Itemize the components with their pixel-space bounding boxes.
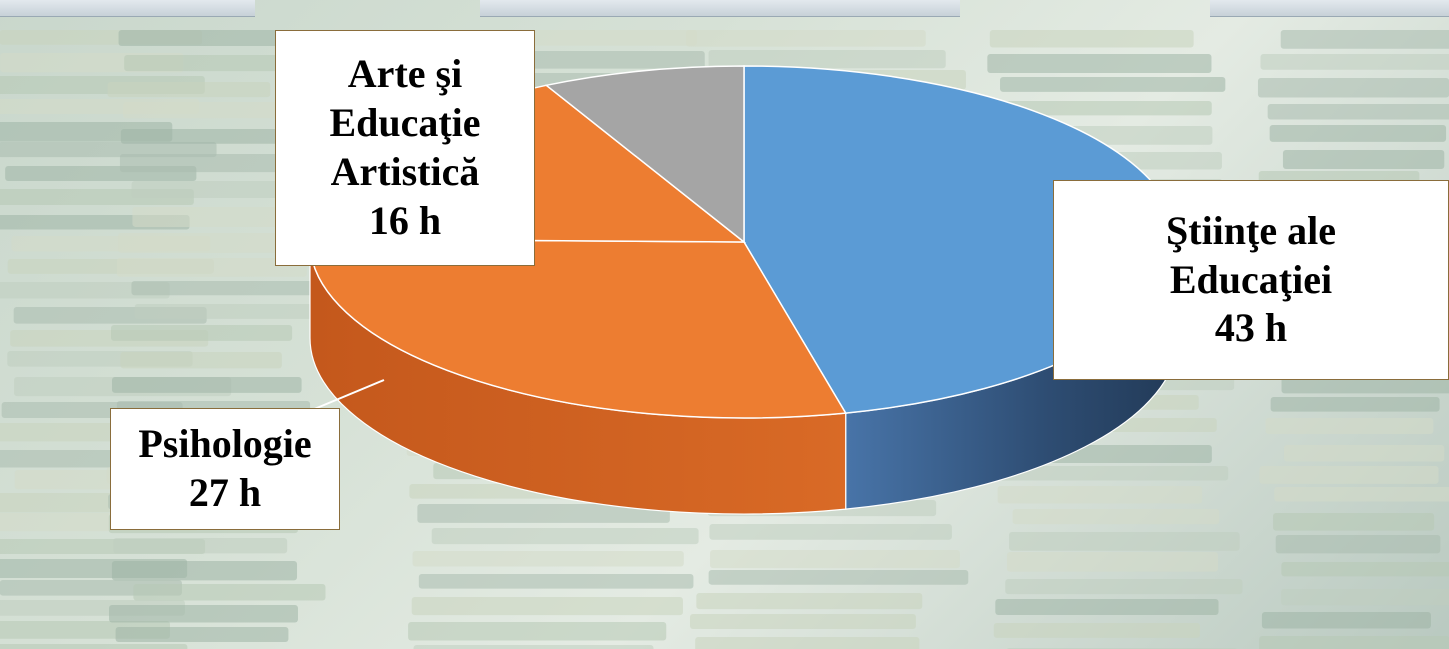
window-strip-left	[0, 0, 255, 17]
slice-psihologie	[309, 238, 847, 419]
background-book	[708, 50, 946, 69]
background-book	[1006, 552, 1218, 572]
background-book	[1259, 636, 1449, 649]
background-book	[109, 605, 298, 623]
background-book	[408, 622, 667, 641]
background-book	[1009, 532, 1240, 551]
background-book	[1260, 54, 1449, 70]
background-book	[411, 597, 683, 616]
background-book	[1281, 589, 1449, 606]
label-arte-si-educatie-artistica: Arte şi Educaţie Artistică 16 h	[275, 30, 535, 266]
background-book	[1269, 125, 1447, 142]
background-book	[1012, 509, 1220, 525]
background-book	[134, 304, 322, 319]
slice-altele	[544, 65, 745, 244]
background-book	[417, 504, 670, 523]
background-book	[120, 352, 282, 369]
background-book	[1280, 30, 1449, 49]
background-book	[118, 30, 309, 47]
label-psihologie-line-1: Psihologie	[138, 421, 312, 467]
background-book	[1281, 562, 1449, 577]
background-book	[993, 623, 1200, 638]
background-book	[1283, 445, 1445, 462]
background-book	[132, 207, 315, 227]
background-book	[1267, 104, 1449, 120]
label-arte-value: 16 h	[368, 197, 442, 243]
background-book	[1005, 579, 1243, 595]
background-book	[111, 325, 293, 341]
background-book	[118, 233, 282, 253]
background-book	[1000, 77, 1226, 92]
background-book	[696, 593, 923, 610]
label-arte-line-1: Arte şi	[347, 51, 463, 97]
background-book	[123, 102, 301, 119]
background-book	[131, 281, 321, 296]
background-book	[695, 637, 920, 649]
background-book	[1257, 78, 1449, 98]
background-book	[124, 55, 295, 72]
background-book	[0, 644, 188, 649]
label-psihologie-value: 27 h	[188, 470, 262, 515]
background-book	[1265, 418, 1434, 434]
background-book	[1261, 612, 1431, 629]
window-strip-center	[480, 0, 960, 17]
background-book	[989, 466, 1229, 481]
background-book	[111, 377, 302, 393]
background-book	[412, 551, 684, 567]
background-book	[992, 101, 1212, 116]
background-book	[1259, 466, 1439, 484]
background-book	[710, 550, 960, 569]
background-book	[115, 627, 289, 642]
background-book	[0, 142, 217, 158]
background-book	[1282, 150, 1445, 169]
background-book	[431, 528, 699, 545]
background-book	[685, 30, 926, 47]
window-strip-right	[1210, 0, 1449, 17]
background-book	[689, 614, 916, 630]
background-book	[119, 154, 317, 173]
background-book	[418, 574, 694, 589]
background-book	[116, 258, 307, 277]
background-book	[113, 538, 288, 554]
label-stiinte-ale-educatiei: Ştiinţe ale Educaţiei 43 h	[1053, 180, 1449, 380]
label-arte-line-2: Educaţie	[329, 100, 481, 146]
background-book	[1273, 513, 1435, 531]
background-book	[131, 181, 309, 198]
label-psihologie: Psihologie 27 h	[110, 408, 340, 530]
background-book	[107, 82, 271, 98]
background-book	[413, 645, 654, 649]
background-book	[995, 599, 1219, 616]
label-arte-line-3: Artistică	[330, 149, 480, 194]
background-book	[0, 282, 170, 299]
background-book	[111, 561, 298, 581]
background-book	[1274, 487, 1449, 502]
background-book	[997, 486, 1203, 504]
background-book	[133, 584, 326, 601]
label-stiinte-line-1: Ştiinţe ale	[1166, 207, 1336, 253]
background-book	[120, 129, 298, 144]
background-book	[1275, 535, 1441, 554]
label-stiinte-line-2: Educaţiei	[1169, 256, 1333, 302]
background-book	[708, 570, 969, 585]
background-book	[989, 30, 1194, 48]
label-stiinte-value: 43 h	[1214, 305, 1288, 351]
background-book	[1270, 397, 1440, 412]
background-book	[709, 524, 952, 540]
background-book	[987, 54, 1212, 74]
